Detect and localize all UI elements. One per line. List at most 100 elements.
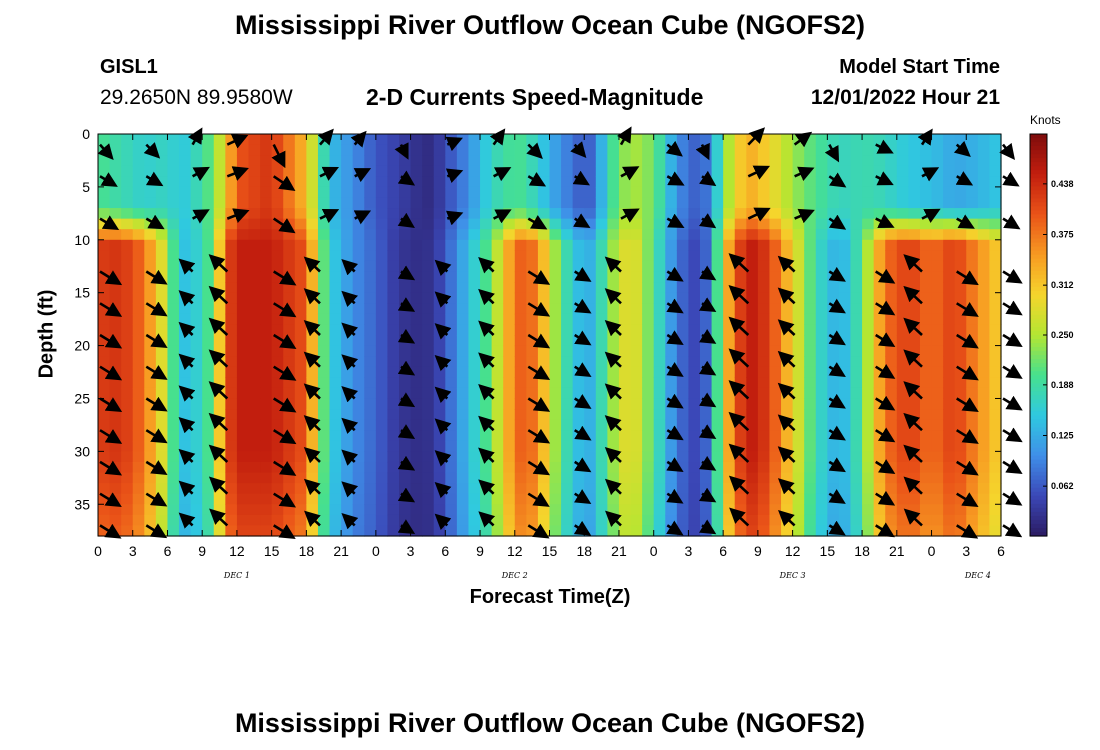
colorbar-tick-label: 0.375 — [1051, 230, 1074, 240]
heatmap-cell — [931, 387, 944, 400]
heatmap-cell — [317, 366, 331, 378]
heatmap-cell — [989, 208, 1002, 220]
heatmap-cell — [503, 409, 516, 421]
current-arrow — [953, 140, 971, 157]
heatmap-cell — [549, 271, 562, 283]
heatmap-cell — [236, 186, 250, 199]
current-arrow — [875, 522, 895, 538]
heatmap-cell — [341, 303, 354, 315]
current-arrow — [1002, 522, 1023, 538]
heatmap-cell — [121, 208, 134, 220]
heatmap-cell — [723, 377, 736, 389]
heatmap-cell — [792, 186, 805, 199]
heatmap-cell — [260, 144, 273, 156]
heatmap-cell — [399, 377, 412, 389]
heatmap-cell — [943, 250, 956, 262]
heatmap-cell — [885, 208, 898, 220]
heatmap-cell — [225, 155, 238, 167]
heatmap-cell — [190, 155, 203, 167]
heatmap-cell — [294, 186, 307, 199]
colorbar-segment — [1030, 274, 1047, 280]
heatmap-cell — [931, 398, 944, 410]
heatmap-cell — [202, 292, 215, 304]
heatmap-cell — [595, 356, 608, 368]
heatmap-cell — [422, 313, 435, 326]
heatmap-cell — [445, 218, 458, 230]
heatmap-cell — [862, 387, 875, 400]
current-arrow — [1002, 171, 1020, 187]
heatmap-cell — [850, 176, 863, 188]
heatmap-cell — [144, 377, 157, 389]
heatmap-cell — [109, 282, 122, 294]
heatmap-cell — [109, 292, 122, 304]
heatmap-cell — [561, 165, 574, 177]
heatmap-cell — [804, 218, 817, 230]
heatmap-cell — [352, 155, 365, 167]
colorbar-tick-label: 0.062 — [1051, 481, 1074, 491]
heatmap-cell — [781, 176, 794, 188]
heatmap-cell — [537, 144, 551, 156]
heatmap-cell — [248, 387, 261, 400]
heatmap-cell — [630, 144, 643, 156]
heatmap-cell — [595, 451, 608, 463]
heatmap-cell — [908, 229, 921, 241]
heatmap-cell — [202, 324, 215, 336]
current-arrow — [145, 523, 168, 539]
heatmap-cell — [723, 461, 736, 474]
heatmap-cell — [422, 345, 435, 357]
heatmap-cell — [410, 176, 423, 188]
heatmap-cell — [769, 313, 782, 326]
heatmap-cell — [676, 186, 690, 199]
heatmap-cell — [260, 514, 273, 527]
heatmap-cell — [480, 377, 493, 389]
heatmap-cell — [202, 303, 215, 315]
heatmap-cell — [618, 461, 632, 474]
heatmap-cell — [375, 493, 389, 505]
heatmap-cell — [618, 335, 632, 347]
colorbar-segment — [1030, 258, 1047, 264]
heatmap-cell — [306, 208, 319, 220]
heatmap-cell — [757, 271, 771, 283]
heatmap-cell — [804, 186, 817, 199]
heatmap-cell — [491, 324, 504, 336]
heatmap-cell — [167, 282, 180, 294]
heatmap-cell — [480, 356, 493, 368]
heatmap-cell — [468, 493, 481, 505]
heatmap-cell — [885, 282, 898, 294]
heatmap-cell — [723, 303, 736, 315]
heatmap-cell — [225, 324, 238, 336]
current-arrow — [604, 383, 622, 400]
colorbar-segment — [1030, 375, 1047, 380]
heatmap-cell — [491, 176, 504, 188]
heatmap-cell — [688, 440, 701, 452]
heatmap-cell — [804, 461, 817, 474]
heatmap-cell — [630, 514, 643, 527]
heatmap-cell — [769, 377, 782, 389]
heatmap-cell — [954, 144, 967, 156]
current-arrow — [698, 329, 717, 344]
heatmap-cell — [410, 335, 423, 347]
heatmap-cell — [364, 387, 377, 400]
heatmap-cell — [862, 419, 875, 431]
heatmap-cell — [630, 324, 643, 336]
heatmap-cell — [144, 282, 157, 294]
heatmap-cell — [572, 155, 585, 167]
heatmap-cell — [445, 483, 458, 495]
heatmap-cell — [618, 483, 632, 495]
heatmap-cell — [827, 260, 840, 273]
heatmap-cell — [433, 208, 446, 220]
heatmap-cell — [688, 282, 701, 294]
heatmap-cell — [306, 282, 319, 294]
current-arrow — [397, 392, 416, 408]
heatmap-cell — [838, 229, 852, 241]
heatmap-cell — [630, 430, 643, 442]
heatmap-cell — [838, 472, 852, 484]
heatmap-cell — [688, 514, 701, 527]
heatmap-cell — [838, 419, 852, 431]
heatmap-cell — [653, 313, 666, 326]
heatmap-cell — [804, 250, 817, 262]
heatmap-cell — [491, 440, 504, 452]
heatmap-cell — [688, 387, 701, 400]
heatmap-cell — [225, 430, 238, 442]
heatmap-cell — [954, 313, 967, 326]
